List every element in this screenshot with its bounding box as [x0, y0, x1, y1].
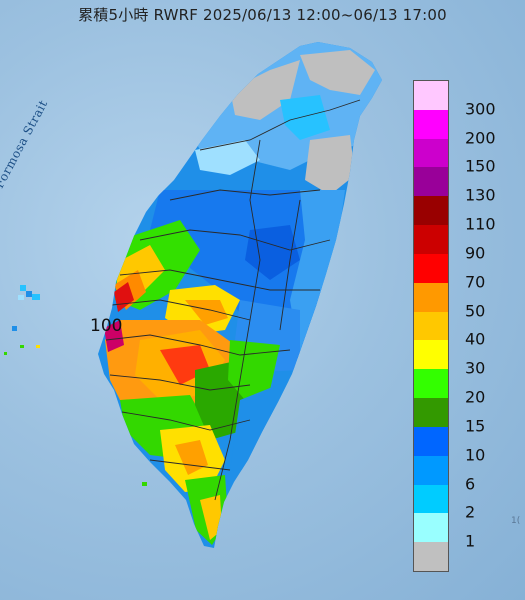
- legend-swatch: [414, 455, 448, 485]
- legend-swatch: [414, 196, 448, 226]
- legend-swatch: [414, 513, 448, 543]
- boundary-lines: [105, 99, 361, 501]
- offshore-islands: [4, 285, 147, 486]
- legend-label: 90: [465, 243, 486, 263]
- legend-label: 110: [465, 214, 496, 234]
- legend-label: 1: [465, 531, 476, 551]
- legend-label: 70: [465, 272, 486, 292]
- legend-swatch: [414, 81, 448, 110]
- map-title: 累積5小時 RWRF 2025/06/13 12:00~06/13 17:00: [78, 6, 447, 24]
- legend-swatch: [414, 282, 448, 312]
- legend-swatch: [414, 311, 448, 341]
- edge-fragment: 1(: [511, 516, 521, 526]
- legend-label: 30: [465, 358, 486, 378]
- legend-label: 15: [465, 416, 486, 436]
- rainfall-fields: [104, 42, 382, 545]
- legend-label: 10: [465, 445, 486, 465]
- legend-label: 50: [465, 301, 486, 321]
- legend-swatch: [414, 340, 448, 370]
- legend-swatch: [414, 542, 448, 571]
- contour-label: 100: [90, 316, 123, 336]
- legend-label: 20: [465, 387, 486, 407]
- legend-label: 40: [465, 329, 486, 349]
- legend-label: 6: [465, 474, 476, 494]
- legend-swatch: [414, 167, 448, 197]
- legend-swatch: [414, 369, 448, 399]
- legend-swatch: [414, 426, 448, 456]
- legend-label: 300: [465, 99, 496, 119]
- color-legend: [413, 80, 449, 572]
- legend-label: 130: [465, 185, 496, 205]
- legend-label: 150: [465, 156, 496, 176]
- legend-swatch: [414, 484, 448, 514]
- legend-label: 2: [465, 502, 476, 522]
- legend-swatch: [414, 398, 448, 427]
- legend-swatch: [414, 253, 448, 283]
- legend-swatch: [414, 109, 448, 139]
- legend-label: 200: [465, 128, 496, 148]
- legend-swatch: [414, 138, 448, 168]
- legend-swatch: [414, 225, 448, 254]
